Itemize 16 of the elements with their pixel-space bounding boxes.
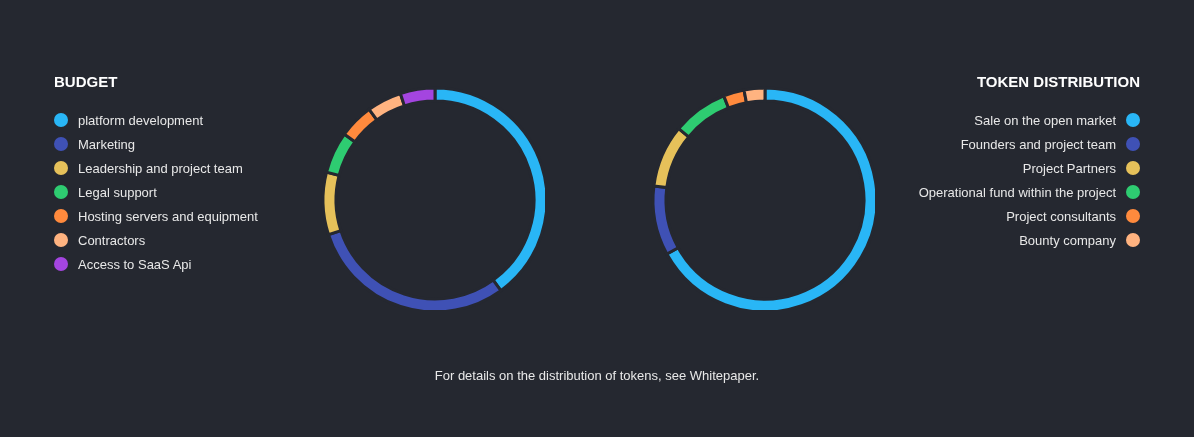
legend-label: Project consultants — [1006, 208, 1116, 224]
legend-label: Project Partners — [1022, 160, 1116, 176]
legend-label: Sale on the open market — [974, 112, 1116, 128]
text: For details on the distribution of tokens, see Whitepaper. — [433, 368, 761, 383]
legend-label: Leadership and project team — [78, 160, 243, 176]
chart-title: TOKEN DISTRIBUTION — [975, 73, 1140, 90]
legend-label: Hosting servers and equipment — [78, 208, 258, 224]
legend-label: Bounty company — [1019, 232, 1116, 248]
legend-label: Contractors — [78, 232, 146, 248]
legend-label: platform development — [78, 112, 204, 128]
legend-label: Founders and project team — [960, 136, 1116, 152]
legend-label: Marketing — [78, 136, 136, 152]
legend-label: Access to SaaS Api — [78, 256, 192, 272]
legend-label: Operational fund within the project — [918, 184, 1116, 200]
legend-label: Legal support — [78, 184, 157, 200]
chart-title: BUDGET — [54, 73, 119, 90]
